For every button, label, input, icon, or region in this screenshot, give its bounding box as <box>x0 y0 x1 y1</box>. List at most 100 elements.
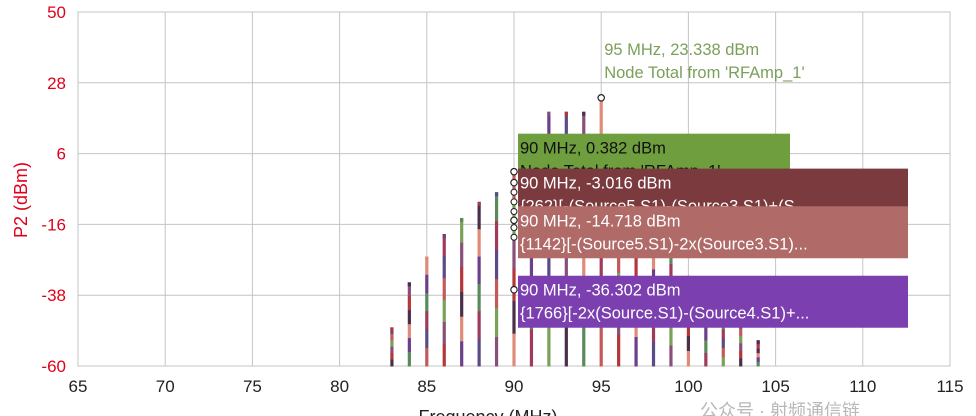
spectral-line <box>739 320 743 367</box>
line-segment <box>407 282 411 297</box>
annotation-line1: 95 MHz, 23.338 dBm <box>604 41 759 59</box>
line-segment <box>669 264 673 285</box>
x-tick-label: 65 <box>69 377 88 396</box>
x-tick-label: 110 <box>849 377 876 396</box>
line-segment <box>494 279 499 309</box>
line-segment <box>739 343 743 352</box>
line-segment <box>460 242 464 268</box>
line-segment <box>460 316 464 342</box>
y-tick-label: -16 <box>41 215 66 234</box>
line-segment <box>477 229 481 258</box>
line-segment <box>756 361 760 367</box>
line-segment <box>390 353 394 361</box>
marker-point[interactable] <box>510 216 518 225</box>
x-tick-label: 90 <box>505 377 524 396</box>
annotation-0: 95 MHz, 23.338 dBm Node Total from 'RFAmp… <box>604 41 804 82</box>
line-segment <box>686 350 690 367</box>
line-segment <box>407 324 411 339</box>
line-segment <box>442 234 446 257</box>
line-segment <box>425 329 429 349</box>
line-segment <box>582 323 586 367</box>
annotation-line2: {1766}[-2x(Source.S1)-(Source4.S1)+... <box>520 305 809 323</box>
line-segment <box>494 250 499 280</box>
x-tick-label: 95 <box>592 377 611 396</box>
line-segment <box>407 296 411 311</box>
y-tick-label: 50 <box>47 3 66 22</box>
line-segment <box>721 356 725 367</box>
line-segment <box>547 238 551 282</box>
line-segment <box>477 283 481 312</box>
spectral-line <box>494 192 499 367</box>
spectral-line <box>477 201 481 367</box>
y-tick-label: -38 <box>41 286 66 305</box>
line-segment <box>425 347 429 367</box>
annotation-line2: Node Total from 'RFAmp_1' <box>604 64 804 82</box>
line-segment <box>512 171 516 205</box>
annotation-4: 90 MHz, -36.302 dBm {1766}[-2x(Source.S1)… <box>518 275 908 328</box>
line-segment <box>756 353 760 358</box>
annotation-3: 90 MHz, -14.718 dBm {1142}[-(Source5.S1)-… <box>518 206 908 259</box>
marker-point[interactable] <box>510 285 518 294</box>
line-segment <box>442 300 446 323</box>
spectral-line <box>407 282 411 367</box>
line-segment <box>477 201 481 230</box>
marker-handle[interactable] <box>510 224 518 232</box>
line-segment <box>425 256 429 276</box>
line-cap <box>494 192 499 197</box>
annotation-line2: {1142}[-(Source5.S1)-2x(Source3.S1)... <box>520 235 808 253</box>
line-cap <box>547 111 551 116</box>
line-segment <box>547 323 551 367</box>
marker-handle[interactable] <box>510 233 518 241</box>
x-tick-label: 100 <box>674 377 702 396</box>
line-segment <box>477 256 481 285</box>
y-axis-label: P2 (dBm) <box>11 162 31 238</box>
line-segment <box>442 322 446 345</box>
marker-handle[interactable] <box>510 207 518 216</box>
marker-handle[interactable] <box>510 188 518 196</box>
line-segment <box>739 358 743 367</box>
line-segment <box>477 338 481 367</box>
line-segment <box>477 311 481 340</box>
line-segment <box>739 328 743 337</box>
line-segment <box>512 268 516 302</box>
line-segment <box>739 350 743 359</box>
line-segment <box>425 293 429 312</box>
annotation-line1: 90 MHz, 0.382 dBm <box>520 140 666 158</box>
line-segment <box>529 329 534 367</box>
line-cap <box>425 256 429 261</box>
line-segment <box>582 111 586 155</box>
x-axis-label: Frequency (MHz) <box>418 407 557 416</box>
marker-point[interactable] <box>510 167 518 176</box>
line-cap <box>756 340 760 345</box>
y-tick-label: 6 <box>57 145 66 164</box>
line-segment <box>599 321 603 367</box>
annotation-line1: 90 MHz, -3.016 dBm <box>520 175 671 193</box>
marker-point[interactable] <box>597 94 606 102</box>
line-segment <box>721 338 725 349</box>
line-segment <box>704 340 708 354</box>
line-segment <box>390 359 394 367</box>
line-segment <box>669 325 673 347</box>
line-cap <box>477 201 481 206</box>
line-segment <box>599 97 603 144</box>
line-segment <box>756 348 760 354</box>
marker-handle[interactable] <box>510 198 518 206</box>
line-segment <box>721 329 725 340</box>
x-tick-label: 85 <box>417 377 436 396</box>
spectral-line <box>756 340 760 367</box>
line-segment <box>442 344 446 367</box>
line-segment <box>686 335 690 352</box>
line-segment <box>756 344 760 350</box>
marker-points[interactable] <box>510 94 606 294</box>
marker-point[interactable] <box>510 178 518 187</box>
line-segment <box>425 274 429 294</box>
line-segment <box>704 353 708 367</box>
line-segment <box>582 238 586 282</box>
line-cap <box>407 282 411 287</box>
x-tick-label: 105 <box>761 377 789 396</box>
annotation-box <box>518 275 908 328</box>
tick-labels: 65 70 75 80 85 90 95 100 105 110 115 50 28 6 -16 -38 -60 <box>41 3 963 396</box>
line-segment <box>704 327 708 341</box>
annotation-line1: 90 MHz, -14.718 dBm <box>520 212 681 230</box>
